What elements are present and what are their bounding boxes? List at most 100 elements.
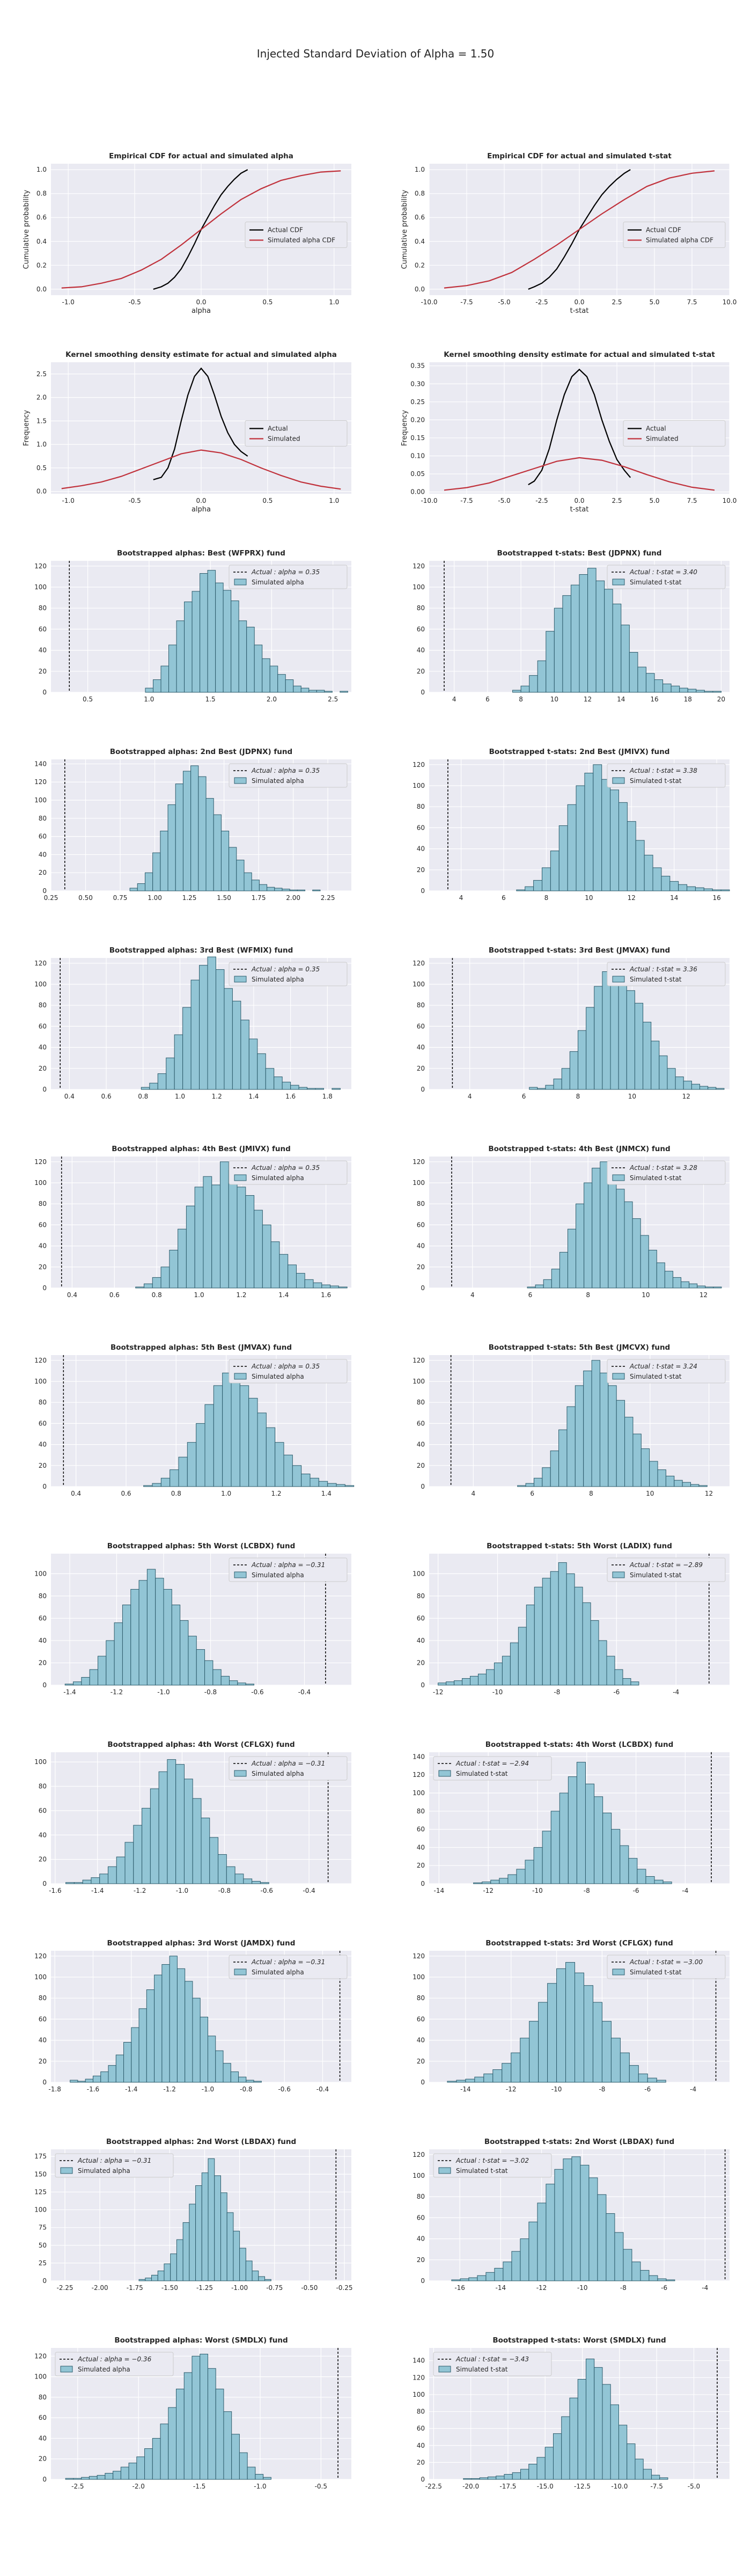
y-tick-label: 120 (413, 2151, 425, 2158)
chart-panel-19: -1.8 -1.6 -1.4 -1.2 -1.0 -0.8 -0.6 -0.4 0 20 40 60 8… (34, 1939, 351, 2093)
histogram-bar (212, 1669, 222, 1686)
histogram-bar (238, 620, 247, 693)
histogram-bar (160, 1477, 171, 1487)
histogram-bar (196, 1649, 205, 1686)
histogram-bar (338, 1286, 348, 1289)
histogram-bar (597, 2194, 607, 2281)
y-tick-label: 20 (417, 2058, 425, 2065)
legend-swatch (612, 579, 625, 586)
series-line (61, 449, 341, 490)
histogram-bar (283, 1454, 293, 1487)
y-tick-label: 0.0 (36, 286, 47, 293)
y-tick-label: 80 (39, 815, 47, 822)
histogram-bar (229, 847, 237, 891)
histogram-bar (219, 1161, 229, 1289)
x-tick-label: -1.2 (134, 1887, 146, 1894)
histogram-bar (298, 1087, 308, 1090)
histogram-bar (312, 889, 321, 891)
histogram-bar (215, 2050, 224, 2083)
histogram-bar (610, 2404, 619, 2480)
x-tick-label: 2.25 (321, 894, 335, 902)
x-tick-label: -2.25 (57, 2284, 73, 2292)
x-tick-label: -1.0 (62, 497, 75, 504)
histogram-bar (632, 1218, 641, 1289)
y-tick-label: 20 (417, 2256, 425, 2264)
histogram-bar (92, 2075, 101, 2083)
legend-entry: Actual : t-stat = 3.24 (629, 1363, 697, 1370)
histogram-bar (180, 1620, 189, 1686)
x-tick-label: -0.75 (266, 2284, 283, 2292)
histogram-bar (454, 1680, 463, 1686)
histogram-bar (176, 2389, 185, 2480)
histogram-bar (301, 1473, 311, 1487)
y-tick-label: 120 (413, 562, 425, 570)
chart-panel-6: 4 6 8 10 12 14 16 18 20 0 20 40 60 80 100 120 Bootstrapp… (413, 549, 730, 703)
histogram-bar (681, 1281, 690, 1289)
x-tick-label: -1.0 (254, 2483, 266, 2490)
histogram-bar (689, 1283, 698, 1289)
x-tick-label: -2.00 (92, 2284, 108, 2292)
x-tick-label: -20.0 (462, 2483, 479, 2490)
histogram-bar (274, 1076, 283, 1090)
x-tick-label: -8 (620, 2284, 627, 2292)
histogram-bar (157, 1073, 167, 1090)
y-tick-label: 1.5 (36, 417, 47, 425)
histogram-bar (238, 2076, 247, 2083)
histogram-bar (580, 2164, 590, 2281)
chart-title: Bootstrapped t-stats: 3rd Best (JMVAX) f… (489, 946, 670, 955)
histogram-bar (154, 1974, 163, 2083)
legend-swatch (234, 1571, 247, 1578)
x-tick-label: 12 (628, 894, 636, 902)
legend-entry: Actual : alpha = −0.36 (77, 2355, 152, 2363)
histogram-bar (697, 1285, 706, 1289)
x-tick-label: 0.5 (83, 696, 93, 703)
histogram-bar (645, 1876, 655, 1884)
histogram-bar (187, 1442, 197, 1487)
y-tick-label: 20 (39, 1065, 47, 1072)
histogram-bar (606, 1656, 615, 1686)
histogram-bar (533, 1847, 543, 1884)
histogram-bar (327, 1483, 337, 1487)
y-tick-label: 0 (42, 1284, 47, 1292)
histogram-bar (157, 2270, 165, 2281)
x-tick-label: -1.25 (196, 2284, 213, 2292)
histogram-bar (277, 674, 286, 693)
histogram-bar (195, 2185, 202, 2281)
x-tick-label: 6 (530, 1490, 534, 1497)
histogram-bar (624, 1201, 633, 1289)
legend-swatch (438, 2167, 451, 2174)
histogram-bar (207, 2368, 216, 2480)
x-tick-label: -1.6 (49, 1887, 61, 1894)
x-tick-label: 14 (670, 894, 678, 902)
y-tick-label: 20 (39, 2455, 47, 2463)
x-tick-label: -7.5 (460, 298, 473, 306)
histogram-bar (152, 2438, 161, 2480)
legend-entry: Actual : t-stat = −2.94 (455, 1760, 529, 1767)
histogram-bar (545, 1085, 554, 1090)
legend-entry: Simulated t-stat (630, 777, 682, 785)
y-tick-label: 0.4 (36, 238, 47, 245)
histogram-bar (574, 1586, 583, 1686)
histogram-bar (582, 1602, 591, 1686)
x-tick-label: 10.0 (723, 497, 737, 504)
histogram-bar (289, 889, 298, 891)
histogram-bar (285, 679, 294, 693)
histogram-bar (592, 1168, 601, 1289)
histogram-bar (247, 2467, 256, 2480)
x-tick-label: 1.0 (329, 298, 339, 306)
histogram-bar (569, 1051, 578, 1090)
histogram-bar (82, 1879, 92, 1884)
histogram-bar (563, 2158, 572, 2281)
y-tick-label: 50 (39, 2242, 47, 2249)
chart-panel-23: -2.5 -2.0 -1.5 -1.0 -0.5 0 20 40 60 80 100 120 Boots… (34, 2336, 351, 2490)
x-tick-label: 8 (544, 894, 549, 902)
x-tick-label: 0.4 (67, 1291, 77, 1299)
histogram-bar (528, 2221, 538, 2281)
y-tick-label: 60 (417, 2015, 425, 2023)
histogram-bar (659, 2477, 668, 2480)
histogram-bar (253, 2081, 262, 2083)
x-tick-label: -0.8 (240, 2085, 252, 2093)
y-tick-label: 20 (417, 1659, 425, 1666)
histogram-bar (629, 652, 638, 693)
